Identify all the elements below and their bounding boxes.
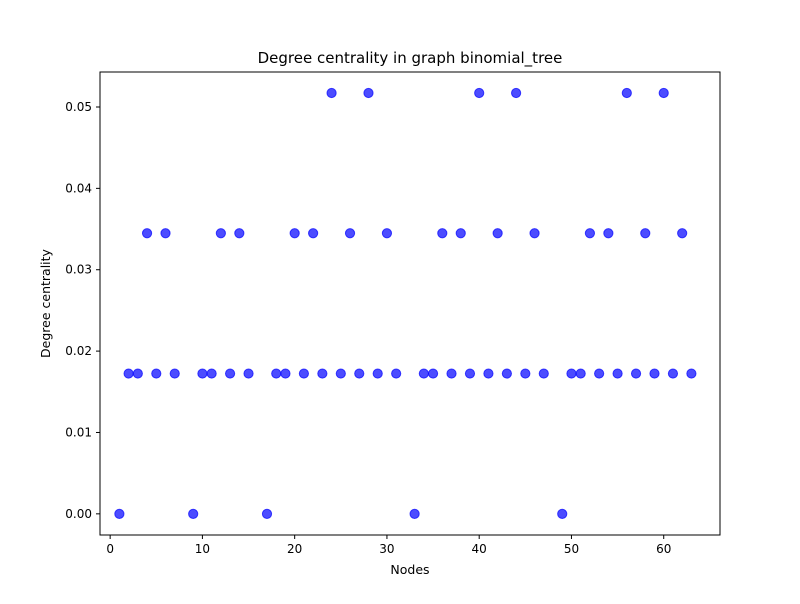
data-point — [511, 87, 522, 99]
data-point — [215, 228, 226, 239]
data-point — [529, 228, 540, 239]
y-tick-label: 0.04 — [65, 181, 92, 195]
data-point — [317, 368, 328, 379]
data-point — [483, 368, 494, 379]
y-tick-label: 0.00 — [65, 507, 92, 521]
x-axis-label: Nodes — [390, 562, 429, 577]
data-point — [446, 368, 457, 379]
x-tick-label: 60 — [656, 542, 671, 556]
data-point — [224, 368, 236, 379]
data-point — [372, 368, 383, 379]
data-point — [667, 368, 679, 379]
data-point — [391, 368, 402, 379]
data-point — [169, 368, 180, 379]
chart-title: Degree centrality in graph binomial_tree — [258, 49, 563, 68]
data-point — [335, 368, 346, 379]
data-point — [160, 228, 171, 239]
data-point — [114, 508, 125, 519]
data-point — [271, 368, 282, 379]
data-point — [132, 368, 143, 379]
y-tick-label: 0.05 — [65, 100, 92, 114]
x-tick-label: 50 — [564, 542, 579, 556]
data-point — [649, 368, 660, 379]
data-point — [141, 228, 153, 239]
y-tick-label: 0.03 — [65, 263, 92, 277]
data-point — [197, 368, 208, 379]
data-point — [612, 368, 623, 379]
x-tick-label: 0 — [106, 542, 114, 556]
y-axis-ticks: 0.00 0.01 0.02 0.03 0.04 0.05 — [65, 100, 100, 521]
data-point — [363, 87, 374, 99]
data-point — [234, 228, 245, 239]
data-point — [566, 368, 577, 379]
data-point — [206, 368, 217, 379]
data-point — [188, 508, 199, 519]
x-tick-label: 40 — [472, 542, 487, 556]
data-point — [621, 87, 632, 99]
data-point — [501, 368, 512, 379]
data-point — [123, 368, 134, 379]
data-point — [261, 508, 273, 519]
data-point — [280, 368, 291, 379]
data-point — [151, 368, 162, 379]
x-tick-label: 10 — [195, 542, 210, 556]
y-tick-label: 0.01 — [65, 425, 92, 439]
data-point — [427, 368, 439, 379]
data-point — [464, 368, 476, 379]
y-tick-label: 0.02 — [65, 344, 92, 358]
data-point — [575, 368, 586, 379]
data-point — [289, 228, 300, 239]
data-point — [658, 87, 669, 99]
data-point — [308, 228, 319, 239]
plot-frame — [99, 71, 721, 536]
x-tick-label: 20 — [287, 542, 302, 556]
data-point — [677, 228, 688, 239]
data-point — [686, 368, 697, 379]
data-point — [243, 368, 254, 379]
data-point — [298, 368, 309, 379]
data-point — [474, 87, 485, 99]
x-tick-label: 30 — [379, 542, 394, 556]
y-axis-label: Degree centrality — [38, 248, 53, 358]
data-point — [603, 228, 614, 239]
data-point — [557, 508, 568, 519]
data-points — [114, 87, 697, 519]
data-point — [409, 508, 420, 519]
data-point — [520, 368, 531, 379]
data-point — [344, 228, 356, 239]
data-point — [381, 228, 393, 239]
data-point — [630, 368, 642, 379]
x-axis-ticks: 0 10 20 30 40 50 60 — [106, 535, 671, 556]
data-point — [437, 228, 448, 239]
data-point — [354, 368, 365, 379]
data-point — [418, 368, 429, 379]
data-point — [594, 368, 605, 379]
data-point — [538, 368, 549, 379]
data-point — [584, 228, 596, 239]
data-point — [455, 228, 466, 239]
data-point — [640, 228, 651, 239]
data-point — [326, 87, 337, 99]
data-point — [492, 228, 503, 239]
